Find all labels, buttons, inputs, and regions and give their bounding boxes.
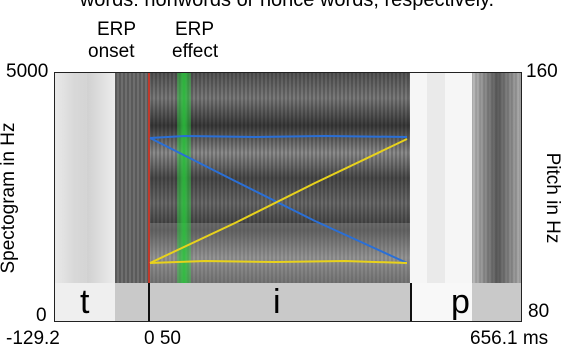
pitch-contour-blue-flat <box>149 134 408 139</box>
spectrogram-image <box>55 73 521 321</box>
left-axis-title: Spectogram in Hz <box>0 122 19 274</box>
erp-effect-label-line1: ERP <box>175 19 215 40</box>
pitch-contour-yellow-rise <box>149 138 408 264</box>
erp-onset-label-line2: onset <box>88 41 135 62</box>
spectrogram-panel: t i p <box>54 72 522 322</box>
segment-boundary-1 <box>148 283 150 321</box>
x-axis-zero-fifty-label: 0 50 <box>144 328 181 349</box>
left-axis-top-label: 5000 <box>6 61 49 82</box>
erp-effect-band <box>177 73 191 321</box>
pitch-contour-blue-fall <box>149 137 408 264</box>
erp-onset-line <box>148 73 150 321</box>
erp-effect-label-line2: effect <box>172 41 219 62</box>
segment-label-i: i <box>273 283 281 321</box>
segment-label-p: p <box>451 283 470 321</box>
right-axis-bottom-label: 80 <box>528 301 550 322</box>
right-axis-top-label: 160 <box>526 61 558 82</box>
x-axis-start-label: -129.2 <box>6 328 60 349</box>
segment-boundary-2 <box>410 283 412 321</box>
pitch-contour-yellow-flat <box>149 259 408 264</box>
x-axis-end-label: 656.1 ms <box>470 328 549 349</box>
segment-label-t: t <box>80 283 90 321</box>
erp-onset-label-line1: ERP <box>97 19 137 40</box>
caption-fragment: words: nonwords or nonce words, respecti… <box>79 0 495 11</box>
right-axis-title: Pitch in Hz <box>542 152 563 244</box>
left-axis-bottom-label: 0 <box>36 305 47 326</box>
